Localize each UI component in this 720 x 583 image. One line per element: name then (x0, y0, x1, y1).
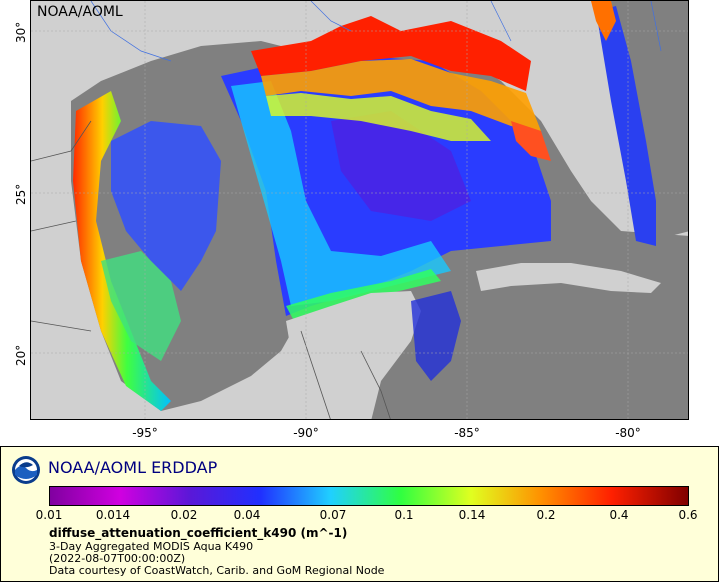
graticule (31, 1, 688, 419)
north-coast-yellow (266, 93, 491, 141)
colorbar-label-8: 0.4 (609, 508, 629, 522)
colorbar-label-0: 0.01 (35, 508, 63, 522)
colorbar-label-1: 0.014 (95, 508, 131, 522)
state-borders (31, 120, 391, 419)
dataset-name: 3-Day Aggregated MODIS Aqua K490 (49, 540, 254, 553)
colorbar-label-7: 0.2 (536, 508, 556, 522)
florida-east-swath (596, 6, 656, 246)
north-coast-red (251, 16, 531, 91)
legend-title: NOAA/AOML ERDDAP (48, 458, 218, 477)
colorbar-label-4: 0.07 (319, 508, 347, 522)
map-watermark: NOAA/AOML (37, 4, 123, 20)
rivers (90, 1, 662, 62)
caribbean-swath (411, 291, 461, 381)
lon-tick-85: -85° (454, 426, 480, 440)
lon-tick-80: -80° (615, 426, 641, 440)
lat-tick-30: 30° (14, 21, 28, 43)
map-canvas (31, 1, 688, 419)
central-cyan (231, 81, 451, 306)
west-inner-green (101, 251, 181, 361)
west-coast-swath (73, 91, 171, 411)
colorbar-label-3: 0.04 (233, 508, 261, 522)
florida-west-coast (511, 121, 551, 161)
lat-tick-20: 20° (14, 344, 28, 366)
florida-east-orange (591, 1, 616, 41)
noaa-logo-icon (12, 456, 40, 484)
time-stamp: (2022-08-07T00:00:00Z) (49, 552, 186, 565)
colorbar-label-6: 0.14 (458, 508, 486, 522)
lon-tick-95: -95° (132, 426, 158, 440)
west-inner-swath (111, 121, 221, 291)
lon-tick-90: -90° (293, 426, 319, 440)
north-coast-orange (261, 59, 541, 131)
central-purple (331, 111, 471, 221)
caribbean-water (411, 286, 688, 419)
colorbar-label-5: 0.1 (394, 508, 414, 522)
colorbar-label-2: 0.02 (170, 508, 198, 522)
lat-tick-25: 25° (14, 183, 28, 205)
credit-line: Data courtesy of CoastWatch, Carib. and … (49, 564, 385, 577)
central-green-band (286, 269, 441, 319)
map-panel: NOAA/AOML (30, 0, 689, 420)
colorbar (49, 486, 689, 506)
colorbar-label-9: 0.6 (678, 508, 698, 522)
cuba-land (476, 263, 661, 293)
legend-panel: NOAA/AOML ERDDAP 0.01 0.014 0.02 0.04 0.… (0, 446, 719, 582)
variable-name: diffuse_attenuation_coefficient_k490 (m^… (49, 526, 348, 540)
